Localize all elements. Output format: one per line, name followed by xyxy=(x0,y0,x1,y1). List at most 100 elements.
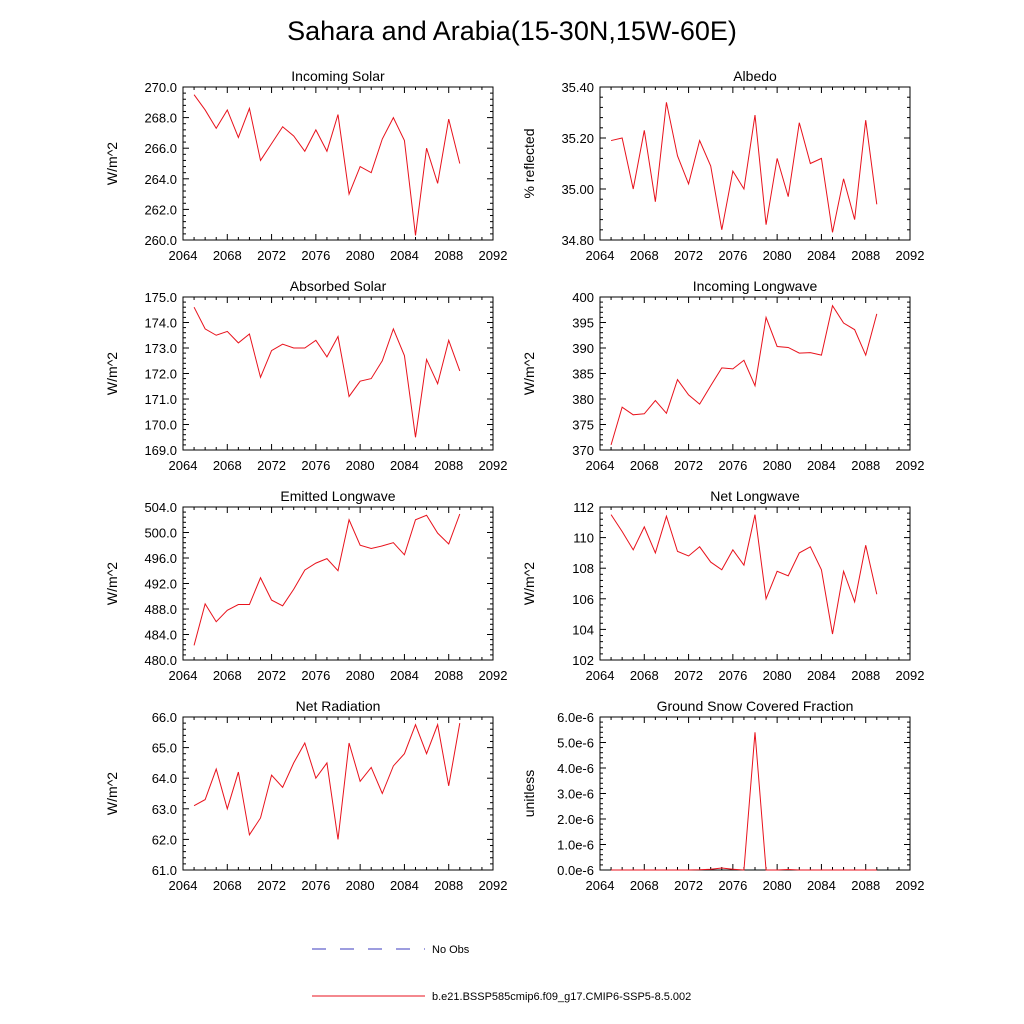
y-tick-label: 110 xyxy=(573,531,594,546)
x-tick-label: 2068 xyxy=(630,458,659,473)
y-tick-label: 102 xyxy=(572,653,594,668)
x-tick-label: 2072 xyxy=(257,878,286,893)
series-line xyxy=(610,102,878,233)
x-tick-label: 2084 xyxy=(807,878,836,893)
y-tick-label: 480.0 xyxy=(144,653,177,668)
x-tick-label: 2076 xyxy=(301,458,330,473)
panels: Incoming Solar 2064 2068 2072 2076 2080 2084 20… xyxy=(104,68,924,893)
x-tick-label: 2080 xyxy=(346,668,375,683)
y-tick-label: 65.0 xyxy=(152,741,177,756)
y-tick-label: 380 xyxy=(572,392,594,407)
legend-model-label: b.e21.BSSP585cmip6.f09_g17.CMIP6-SSP5-8.… xyxy=(432,991,691,1003)
y-tick-label: 112 xyxy=(573,500,594,515)
y-tick-label: 171.0 xyxy=(144,392,177,407)
y-tick-label: 64.0 xyxy=(152,771,177,786)
plot-frame xyxy=(599,506,911,661)
x-tick-label: 2072 xyxy=(257,248,286,263)
y-tick-label: 260.0 xyxy=(144,233,177,248)
x-tick-label: 2068 xyxy=(630,668,659,683)
x-tick-label: 2092 xyxy=(479,458,508,473)
plot-frame xyxy=(599,86,911,241)
y-tick-label: 35.20 xyxy=(561,131,594,146)
x-tick-label: 2072 xyxy=(674,458,703,473)
plot-frame xyxy=(599,296,911,451)
x-tick-label: 2068 xyxy=(213,878,242,893)
y-tick-label: 63.0 xyxy=(152,802,177,817)
x-tick-label: 2076 xyxy=(718,668,747,683)
y-tick-label: 66.0 xyxy=(152,710,177,725)
y-tick-label: 172.0 xyxy=(144,367,177,382)
x-tick-label: 2080 xyxy=(346,458,375,473)
y-tick-label: 6.0e-6 xyxy=(557,710,594,725)
legend-obs-label: No Obs xyxy=(432,944,470,956)
y-tick-label: 62.0 xyxy=(152,832,177,847)
panel-net-radiation: Net Radiation 2064 2068 2072 2076 2080 2084 208… xyxy=(104,698,507,893)
panel-title: Incoming Solar xyxy=(291,68,385,84)
x-tick-label: 2088 xyxy=(851,248,880,263)
y-tick-label: 484.0 xyxy=(144,628,177,643)
y-tick-label: 492.0 xyxy=(144,577,177,592)
x-tick-label: 2064 xyxy=(586,458,615,473)
series-line xyxy=(193,94,461,236)
y-axis-label: W/m^2 xyxy=(104,772,120,815)
y-tick-label: 3.0e-6 xyxy=(557,787,594,802)
x-tick-label: 2068 xyxy=(630,248,659,263)
x-tick-label: 2076 xyxy=(301,878,330,893)
panel-incoming-longwave: Incoming Longwave 2064 2068 2072 2076 2080 208… xyxy=(521,278,924,473)
x-tick-label: 2076 xyxy=(718,878,747,893)
x-tick-label: 2084 xyxy=(807,668,836,683)
y-tick-label: 61.0 xyxy=(152,863,177,878)
y-tick-label: 390 xyxy=(572,341,594,356)
x-tick-label: 2068 xyxy=(213,248,242,263)
plot-frame xyxy=(599,716,911,871)
x-tick-label: 2084 xyxy=(807,248,836,263)
y-tick-label: 35.40 xyxy=(561,80,594,95)
panel-albedo: Albedo 2064 2068 2072 2076 2080 2084 2088 2092 34… xyxy=(521,68,924,263)
y-tick-label: 270.0 xyxy=(144,80,177,95)
series-line xyxy=(193,513,461,646)
x-tick-label: 2092 xyxy=(896,668,925,683)
x-tick-label: 2068 xyxy=(213,458,242,473)
y-axis-label: W/m^2 xyxy=(104,142,120,185)
x-tick-label: 2064 xyxy=(586,668,615,683)
y-tick-label: 264.0 xyxy=(144,172,177,187)
y-tick-label: 504.0 xyxy=(144,500,177,515)
y-tick-label: 108 xyxy=(572,561,594,576)
x-tick-label: 2064 xyxy=(169,248,198,263)
y-axis-label: % reflected xyxy=(521,128,537,198)
y-tick-label: 173.0 xyxy=(144,341,177,356)
y-axis-label: unitless xyxy=(521,770,537,817)
x-tick-label: 2072 xyxy=(257,668,286,683)
plot-frame xyxy=(182,296,494,451)
panel-title: Emitted Longwave xyxy=(280,488,395,504)
y-tick-label: 266.0 xyxy=(144,141,177,156)
plot-frame xyxy=(182,716,494,871)
panel-ground-snow-covered-fraction: Ground Snow Covered Fraction 2064 2068 2072… xyxy=(521,698,924,893)
y-tick-label: 500.0 xyxy=(144,526,177,541)
x-tick-label: 2064 xyxy=(169,458,198,473)
x-tick-label: 2092 xyxy=(896,878,925,893)
y-tick-label: 104 xyxy=(572,622,594,637)
panel-title: Net Longwave xyxy=(710,488,800,504)
x-tick-label: 2072 xyxy=(674,668,703,683)
x-tick-label: 2092 xyxy=(479,878,508,893)
panel-incoming-solar: Incoming Solar 2064 2068 2072 2076 2080 2084 20… xyxy=(104,68,507,263)
x-tick-label: 2088 xyxy=(851,668,880,683)
x-tick-label: 2064 xyxy=(586,248,615,263)
x-tick-label: 2084 xyxy=(390,668,419,683)
y-tick-label: 106 xyxy=(572,592,594,607)
x-tick-label: 2080 xyxy=(763,668,792,683)
panel-title: Albedo xyxy=(733,68,777,84)
x-tick-label: 2092 xyxy=(479,248,508,263)
y-tick-label: 385 xyxy=(572,367,594,382)
y-tick-label: 262.0 xyxy=(144,202,177,217)
x-tick-label: 2076 xyxy=(301,248,330,263)
y-tick-label: 0.0e-6 xyxy=(557,863,594,878)
panel-title: Incoming Longwave xyxy=(693,278,818,294)
x-tick-label: 2092 xyxy=(896,248,925,263)
x-tick-label: 2084 xyxy=(807,458,836,473)
y-tick-label: 170.0 xyxy=(144,418,177,433)
y-tick-label: 34.80 xyxy=(561,233,594,248)
x-tick-label: 2088 xyxy=(434,458,463,473)
y-tick-label: 1.0e-6 xyxy=(557,838,594,853)
